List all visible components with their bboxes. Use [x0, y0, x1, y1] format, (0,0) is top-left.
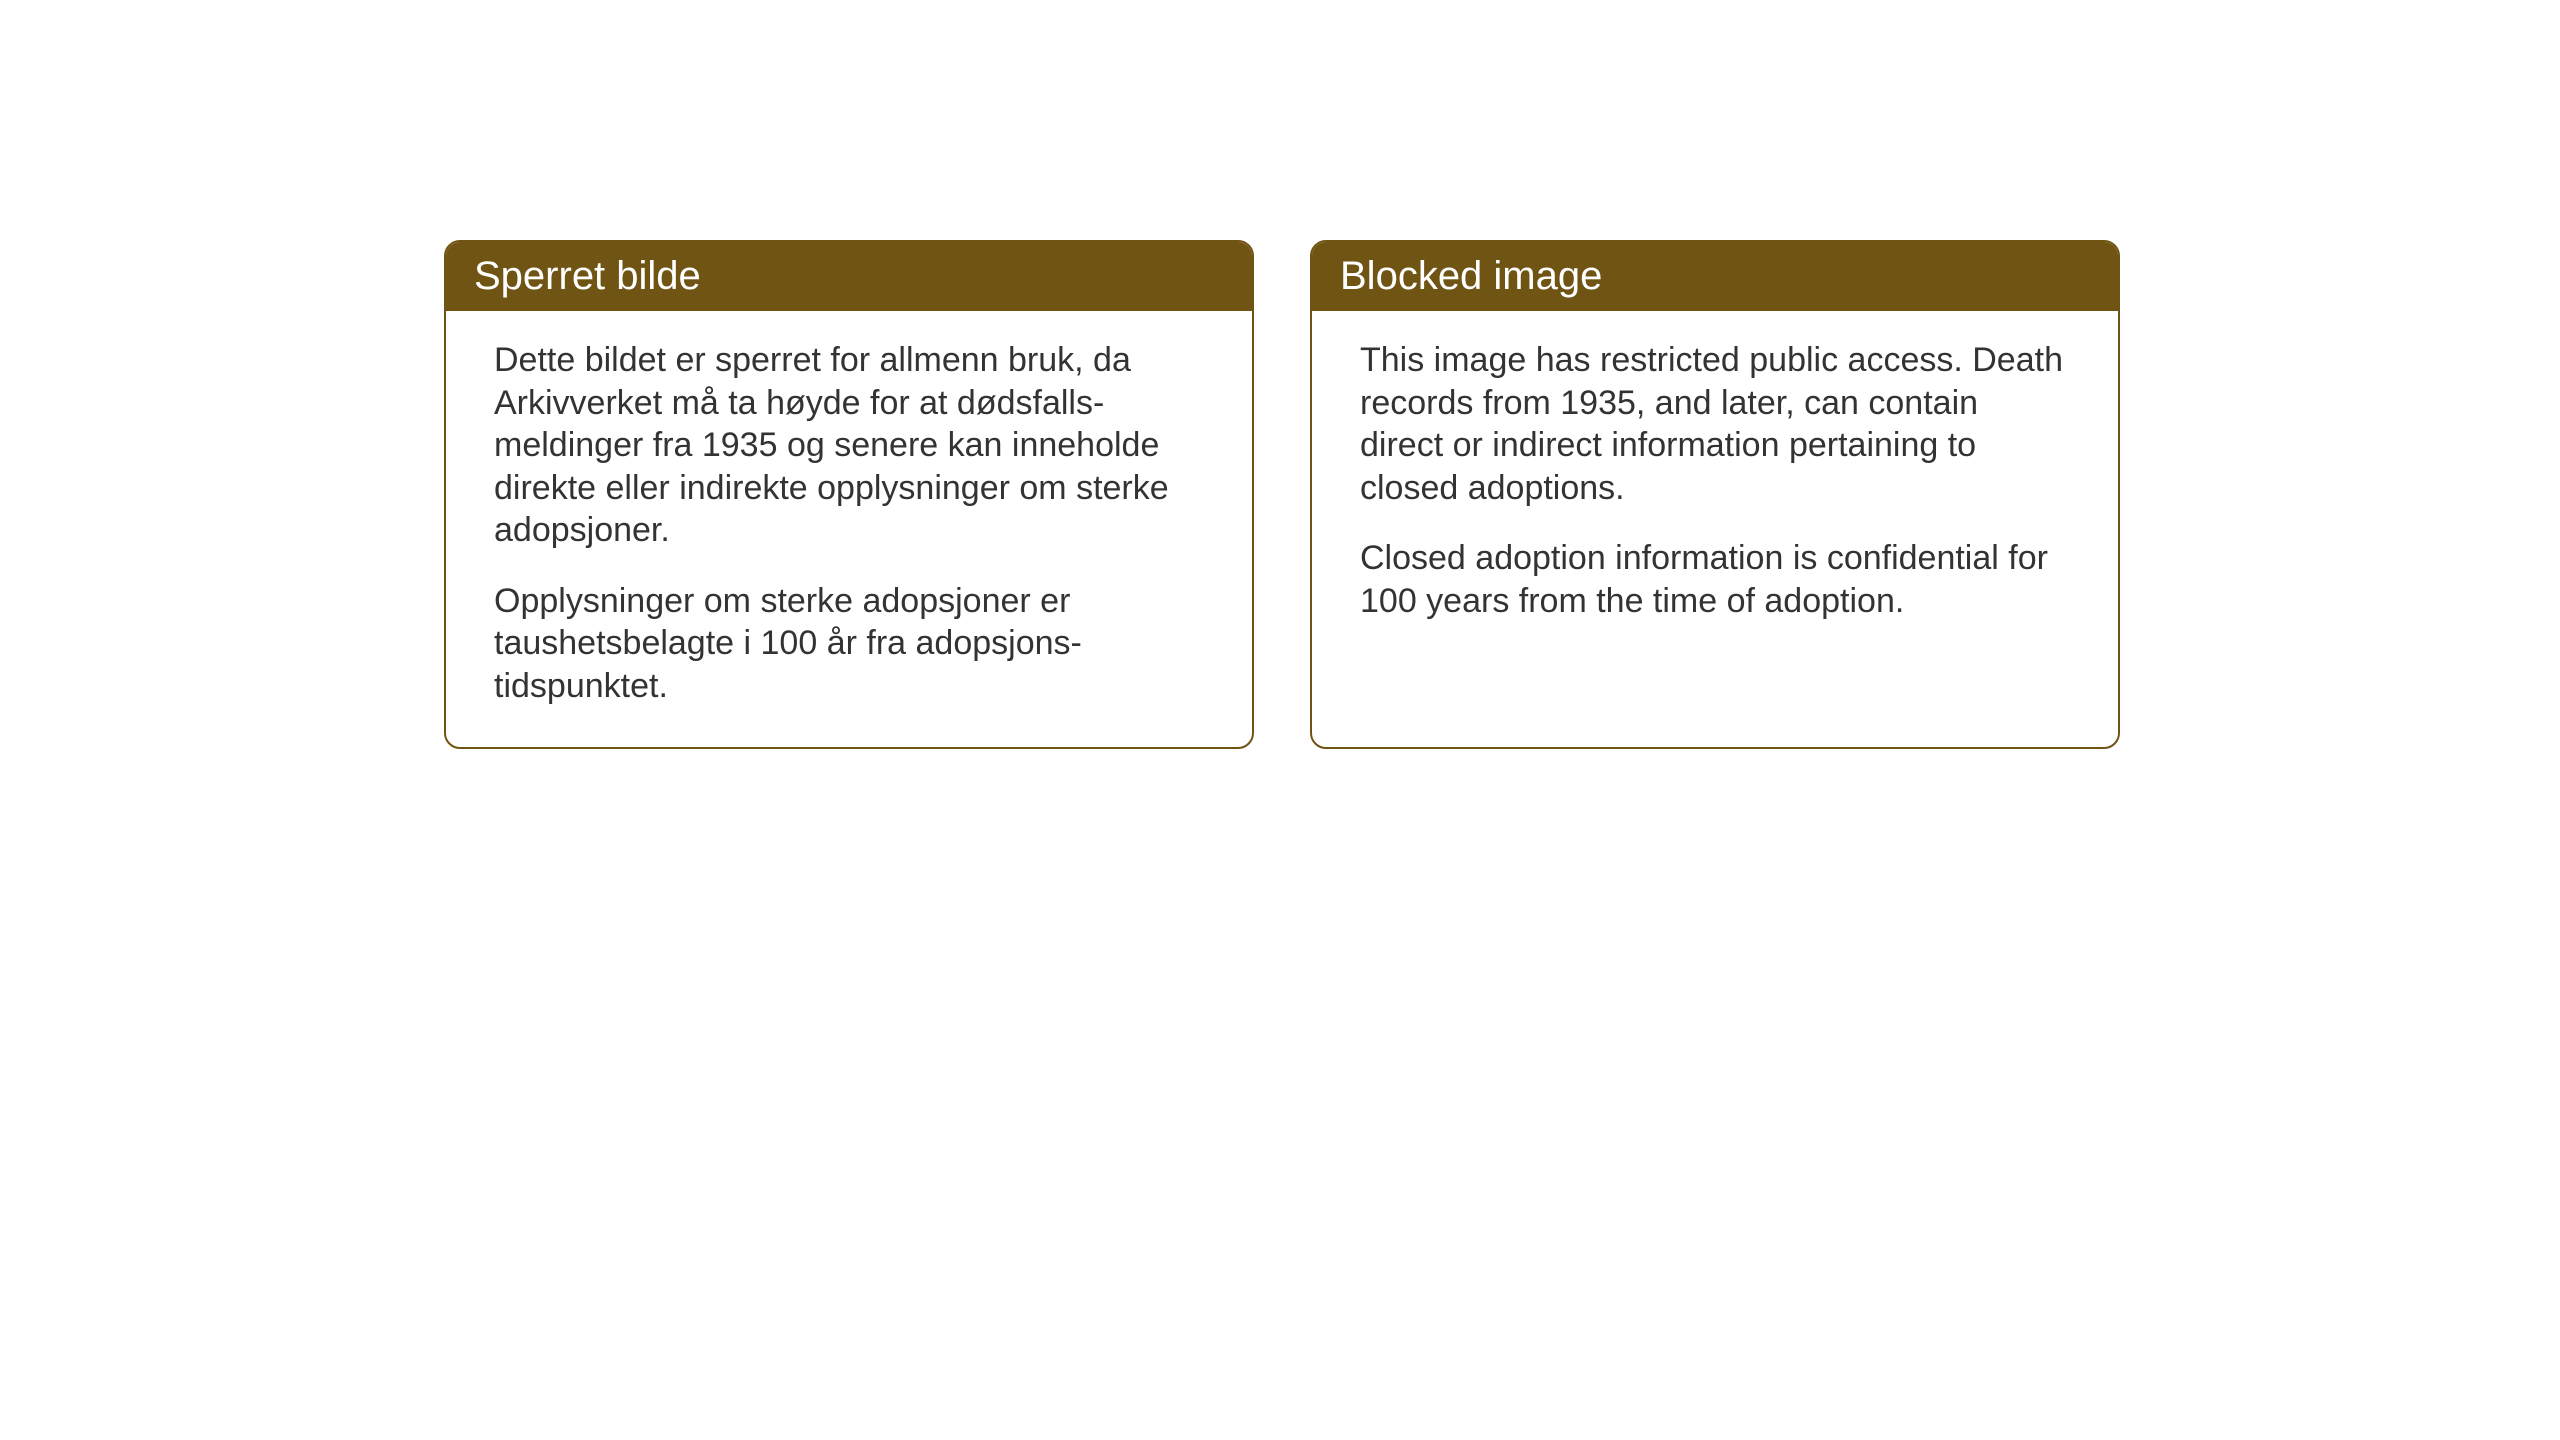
- card-title-english: Blocked image: [1340, 254, 1602, 298]
- card-body-norwegian: Dette bildet er sperret for allmenn bruk…: [446, 311, 1252, 747]
- notice-card-norwegian: Sperret bilde Dette bildet er sperret fo…: [444, 240, 1254, 749]
- paragraph-1-english: This image has restricted public access.…: [1360, 339, 2070, 509]
- paragraph-2-english: Closed adoption information is confident…: [1360, 537, 2070, 622]
- paragraph-1-norwegian: Dette bildet er sperret for allmenn bruk…: [494, 339, 1204, 552]
- card-body-english: This image has restricted public access.…: [1312, 311, 2118, 662]
- notice-card-english: Blocked image This image has restricted …: [1310, 240, 2120, 749]
- paragraph-2-norwegian: Opplysninger om sterke adopsjoner er tau…: [494, 580, 1204, 708]
- card-title-norwegian: Sperret bilde: [474, 254, 701, 298]
- card-header-english: Blocked image: [1312, 242, 2118, 311]
- notice-container: Sperret bilde Dette bildet er sperret fo…: [0, 0, 2560, 749]
- card-header-norwegian: Sperret bilde: [446, 242, 1252, 311]
